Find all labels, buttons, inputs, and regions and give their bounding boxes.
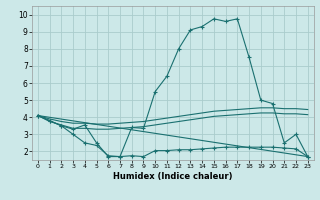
X-axis label: Humidex (Indice chaleur): Humidex (Indice chaleur) xyxy=(113,172,233,181)
